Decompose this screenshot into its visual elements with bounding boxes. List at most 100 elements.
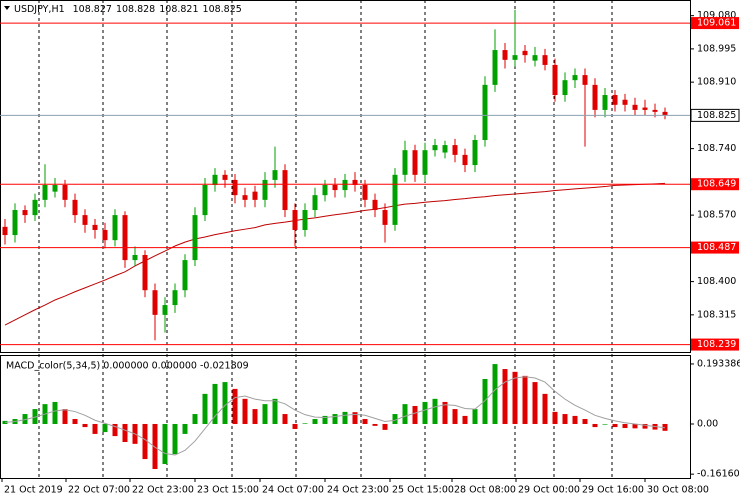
macd-bar: [92, 423, 98, 434]
quote-value: 108.828: [116, 4, 155, 15]
macd-bar: [252, 409, 258, 424]
macd-bar: [362, 419, 368, 424]
candle-body: [352, 179, 358, 185]
macd-bar: [452, 409, 458, 424]
candle-body: [142, 255, 148, 291]
macd-bar: [322, 415, 328, 424]
candle-body: [552, 64, 558, 96]
candle-body: [202, 184, 208, 216]
macd-bar: [482, 378, 488, 424]
candle-body: [42, 184, 48, 200]
candle-body: [222, 174, 228, 180]
candle-body: [402, 150, 408, 175]
macd-bar: [412, 405, 418, 424]
macd-bar: [172, 423, 178, 455]
macd-bar: [422, 401, 428, 424]
macd-bar: [532, 382, 538, 424]
macd-bar: [552, 411, 558, 424]
level-label-box: [691, 241, 739, 254]
macd-panel-frame: [0, 355, 691, 479]
macd-bar: [632, 423, 638, 429]
macd-bar: [262, 404, 268, 424]
macd-bar: [182, 423, 188, 434]
candle-body: [62, 184, 68, 200]
macd-title: MACD_color(5,34,5) 0.000000 0.000000 -0.…: [6, 361, 249, 372]
candle-body: [632, 104, 638, 110]
macd-bar: [112, 423, 118, 437]
candle-body: [662, 111, 668, 116]
candle-body: [412, 150, 418, 175]
candle-body: [292, 210, 298, 230]
candle-body: [262, 179, 268, 200]
y-tick-label: -0.161609: [697, 469, 740, 480]
macd-bar: [162, 423, 168, 465]
quote-value: 108.825: [203, 4, 242, 15]
candle-body: [212, 174, 218, 185]
y-tick-label: 0.193386: [697, 358, 740, 369]
moving-average: [4, 182, 666, 326]
candle-body: [302, 210, 308, 230]
candle-body: [322, 184, 328, 196]
last-price-box: [690, 108, 740, 122]
macd-bar: [582, 419, 588, 424]
macd-bar: [442, 401, 448, 424]
macd-bar: [62, 409, 68, 424]
macd-bar: [52, 401, 58, 424]
candle-body: [72, 199, 78, 216]
macd-bar: [392, 414, 398, 424]
candle-body: [542, 55, 548, 65]
x-tick-label: 29 Oct 00:00: [518, 485, 580, 496]
macd-bar: [642, 423, 648, 429]
macd-bar: [522, 375, 528, 424]
candle-body: [592, 84, 598, 110]
candle-body: [182, 260, 188, 291]
macd-bar: [622, 423, 628, 429]
macd-bar: [342, 411, 348, 424]
candle-body: [272, 170, 278, 180]
x-tick-label: 29 Oct 16:00: [582, 485, 644, 496]
y-tick-label: 108.315: [697, 309, 736, 320]
candle-body: [332, 184, 338, 191]
candle-body: [282, 170, 288, 211]
x-tick-label: 25 Oct 15:00: [392, 485, 454, 496]
macd-bar: [462, 415, 468, 424]
macd-bar: [232, 388, 238, 424]
candle-body: [162, 305, 168, 315]
candle-body: [12, 210, 18, 236]
y-tick-label: 108.570: [697, 210, 736, 221]
candle-body: [562, 80, 568, 96]
quote-value: 108.827: [73, 4, 112, 15]
signal-line: [4, 376, 666, 456]
macd-bar: [472, 409, 478, 424]
macd-bar: [512, 371, 518, 424]
candle-body: [132, 255, 138, 261]
macd-bar: [332, 414, 338, 424]
candle-body: [392, 174, 398, 225]
candle-body: [92, 224, 98, 230]
candle-body: [382, 210, 388, 225]
macd-bar: [222, 382, 228, 424]
candle-body: [612, 95, 618, 105]
macd-bar: [372, 423, 378, 426]
candle-body: [252, 191, 258, 200]
macd-bar: [272, 398, 278, 424]
macd-bar: [402, 404, 408, 424]
macd-bar: [592, 423, 598, 428]
candle-body: [642, 107, 648, 110]
macd-bar: [152, 423, 158, 469]
macd-bar: [382, 423, 388, 430]
y-tick-label: 109.080: [697, 10, 736, 21]
level-label-box: [691, 338, 739, 351]
candle-body: [192, 215, 198, 261]
macd-bar: [192, 414, 198, 424]
candle-body: [312, 195, 318, 211]
macd-bar: [572, 415, 578, 424]
macd-bar: [212, 383, 218, 424]
macd-bar: [122, 423, 128, 442]
macd-bar: [32, 409, 38, 424]
candle-body: [472, 140, 478, 166]
candle-body: [82, 215, 88, 225]
level-label: 108.487: [697, 242, 736, 253]
candle-body: [532, 55, 538, 61]
